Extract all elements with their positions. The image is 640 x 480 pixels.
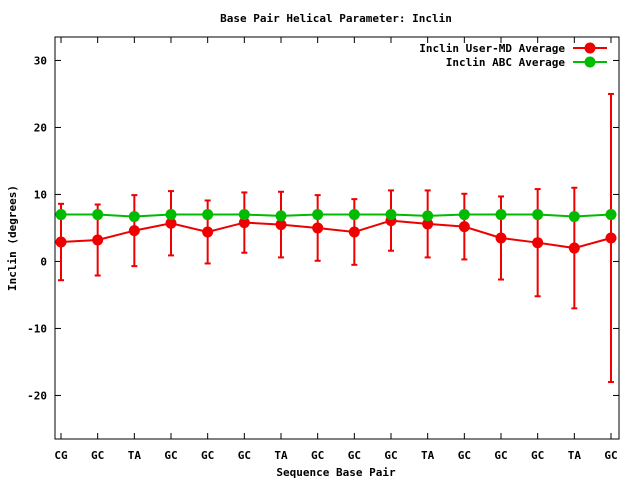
data-point bbox=[275, 210, 287, 222]
series-abc bbox=[55, 209, 617, 223]
legend-label-user-md: Inclin User-MD Average bbox=[419, 42, 565, 55]
x-axis-label: Sequence Base Pair bbox=[276, 466, 396, 479]
x-tick-label: TA bbox=[421, 449, 435, 462]
data-point bbox=[128, 211, 140, 223]
x-tick-label: GC bbox=[238, 449, 251, 462]
legend-marker-user-md bbox=[584, 42, 596, 54]
data-point bbox=[55, 236, 67, 248]
y-tick-label: -20 bbox=[27, 389, 47, 402]
legend-marker-abc bbox=[584, 56, 596, 68]
data-point bbox=[495, 232, 507, 244]
legend-label-abc: Inclin ABC Average bbox=[446, 56, 566, 69]
data-point bbox=[238, 217, 250, 229]
x-tick-label: GC bbox=[348, 449, 361, 462]
data-point bbox=[128, 225, 140, 237]
data-point bbox=[92, 209, 104, 221]
x-tick-label: GC bbox=[201, 449, 214, 462]
x-tick-label: GC bbox=[311, 449, 324, 462]
data-point bbox=[202, 209, 214, 221]
data-point bbox=[55, 209, 67, 221]
data-point bbox=[568, 211, 580, 223]
x-tick-label: GC bbox=[164, 449, 177, 462]
x-tick-label: TA bbox=[274, 449, 288, 462]
data-point bbox=[568, 242, 580, 254]
data-point bbox=[92, 234, 104, 246]
data-point bbox=[532, 237, 544, 249]
x-tick-label: TA bbox=[568, 449, 582, 462]
y-tick-label: -10 bbox=[27, 322, 47, 335]
y-tick-label: 0 bbox=[40, 255, 47, 268]
axis-ticks: -20 -10 0 10 20 30 CG GC TA GC GC GC TA GC GC GC TA GC GC G… bbox=[27, 37, 619, 462]
data-point bbox=[458, 221, 470, 233]
series-line bbox=[61, 213, 612, 218]
data-point bbox=[348, 226, 360, 238]
x-tick-label: GC bbox=[458, 449, 471, 462]
chart-title: Base Pair Helical Parameter: Inclin bbox=[220, 12, 452, 25]
data-point bbox=[532, 209, 544, 221]
data-point bbox=[422, 210, 434, 222]
series-user-md bbox=[55, 92, 617, 384]
series-layer bbox=[55, 92, 617, 384]
data-point bbox=[275, 219, 287, 231]
data-point bbox=[385, 209, 397, 221]
x-tick-label: TA bbox=[128, 449, 142, 462]
data-point bbox=[165, 209, 177, 221]
data-point bbox=[348, 209, 360, 221]
x-tick-label: GC bbox=[604, 449, 617, 462]
y-axis-label: Inclin (degrees) bbox=[6, 185, 19, 291]
data-point bbox=[312, 222, 324, 234]
series-line bbox=[60, 219, 612, 250]
data-point bbox=[495, 209, 507, 221]
data-point bbox=[605, 209, 617, 221]
x-tick-label: GC bbox=[384, 449, 397, 462]
y-tick-label: 20 bbox=[34, 121, 47, 134]
legend: Inclin User-MD Average Inclin ABC Averag… bbox=[419, 42, 607, 69]
data-point bbox=[238, 209, 250, 221]
y-tick-label: 10 bbox=[34, 188, 47, 201]
data-point bbox=[422, 218, 434, 230]
data-point bbox=[165, 217, 177, 229]
plot-frame bbox=[54, 36, 620, 440]
data-point bbox=[458, 209, 470, 221]
data-point bbox=[202, 226, 214, 238]
data-point bbox=[312, 209, 324, 221]
x-tick-label: GC bbox=[531, 449, 544, 462]
y-tick-label: 30 bbox=[34, 54, 47, 67]
data-point bbox=[605, 232, 617, 244]
x-tick-label: GC bbox=[494, 449, 507, 462]
x-tick-label: GC bbox=[91, 449, 104, 462]
x-tick-label: CG bbox=[54, 449, 68, 462]
